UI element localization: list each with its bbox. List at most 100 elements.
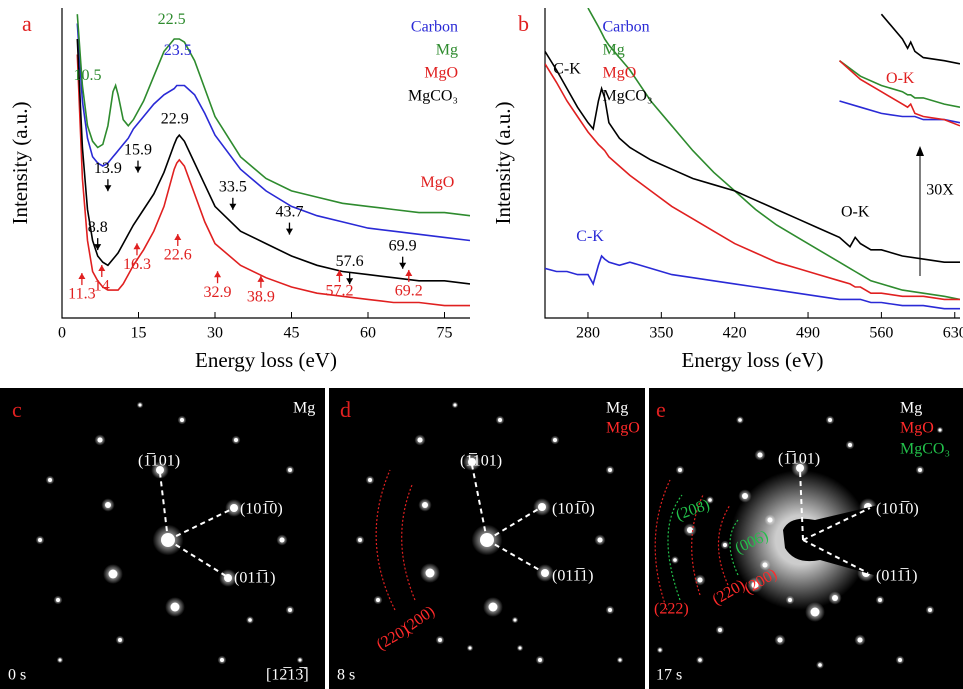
annotation: C-K [576,228,604,245]
spot [56,598,60,602]
x-tick-label: 280 [576,325,600,342]
spot [368,478,372,482]
x-tick-label: 60 [360,325,376,342]
x-tick-label: 490 [796,325,820,342]
plane: (1̅101) [778,451,820,468]
panel-label: b [518,11,529,36]
spot [280,538,285,543]
x-tick-label: 45 [284,325,300,342]
plane: (1̅101) [138,453,180,470]
x-axis-label: Energy loss (eV) [195,348,337,372]
plane: (011̅1) [234,570,275,587]
spot [418,438,423,443]
spot [848,443,852,447]
phase: Mg [900,400,922,417]
spot [422,502,428,508]
y-axis-label: Intensity (a.u.) [491,101,515,224]
plane: (101̅0) [240,501,283,518]
spot [59,659,62,662]
legend-entry: MgCO₃ [603,88,653,105]
y-axis-label: Intensity (a.u.) [8,101,32,224]
spot [358,538,362,542]
spot [288,608,292,612]
spot [939,429,942,432]
spot [538,503,546,511]
spot [858,638,863,643]
annotation: 8.8 [88,219,108,236]
legend-entry: Carbon [603,19,650,36]
spot [118,638,122,642]
annotation: 32.9 [204,284,232,301]
diffraction-panel: c Mg (1̅101) (101̅0) (011̅1) 0 s [12̅13̅… [0,388,325,689]
spot [454,404,457,407]
spot [171,603,180,612]
plane: (101̅0) [552,501,595,518]
spot [659,649,662,652]
annotation: 33.5 [219,178,247,195]
spot [687,527,693,533]
spot [818,663,822,667]
phase: Mg [606,400,628,417]
plane: (011̅1) [876,568,917,585]
spot [105,502,111,508]
panel-label: a [22,11,32,36]
x-axis-label: Energy loss (eV) [682,348,824,372]
spot [778,638,783,643]
spot [708,498,712,502]
annotation: 43.7 [275,203,303,220]
spot [698,658,702,662]
panel-label: e [656,397,666,422]
spot [98,438,103,443]
spot [438,638,442,642]
diffraction-panel: d Mg MgO (1̅101) (101̅0) (011̅1) (200) (… [329,388,645,689]
spot [673,558,677,562]
spot [299,659,302,662]
annotation: 22.6 [164,247,192,264]
spot [608,608,612,612]
time: 8 s [337,667,355,684]
annotation: 13.9 [94,160,122,177]
spot [514,619,517,622]
spot [878,598,882,602]
plane: (1̅101) [460,453,502,470]
annotation: 11.3 [68,286,95,303]
spot [180,418,184,422]
spot [898,658,902,662]
annotation: 57.2 [325,283,353,300]
spot [928,608,932,612]
x-tick-label: 630 [943,325,963,342]
x-tick-label: 30 [207,325,223,342]
annotation: 22.5 [158,11,186,28]
spot [109,570,118,579]
annotation: 69.2 [395,283,423,300]
spot [248,618,252,622]
spot [220,658,224,662]
plane: (011̅1) [552,568,593,585]
annotation: 15.9 [124,141,152,158]
annotation: 16.3 [123,256,151,273]
plane: (101̅0) [876,501,919,518]
legend-entry: Mg [436,42,458,59]
legend-entry: MgCO₃ [408,88,458,105]
spot [376,598,380,602]
annotation: O-K [841,203,870,220]
annotation: 10.5 [74,67,102,84]
spot [139,404,142,407]
annotation: 22.9 [161,110,189,127]
spot [698,578,703,583]
spot [598,538,603,543]
spot [48,478,52,482]
spot [288,468,292,472]
annotation: 69.9 [389,237,417,254]
spot [489,603,498,612]
spot [553,438,557,442]
x-tick-label: 350 [649,325,673,342]
spot [758,453,763,458]
phase: MgO [606,420,640,437]
phase: MgCO₃ [900,441,950,458]
spot [718,628,722,632]
spot [619,659,622,662]
x-tick-label: 0 [58,325,66,342]
spot [541,569,549,577]
panel-label: d [340,397,351,422]
